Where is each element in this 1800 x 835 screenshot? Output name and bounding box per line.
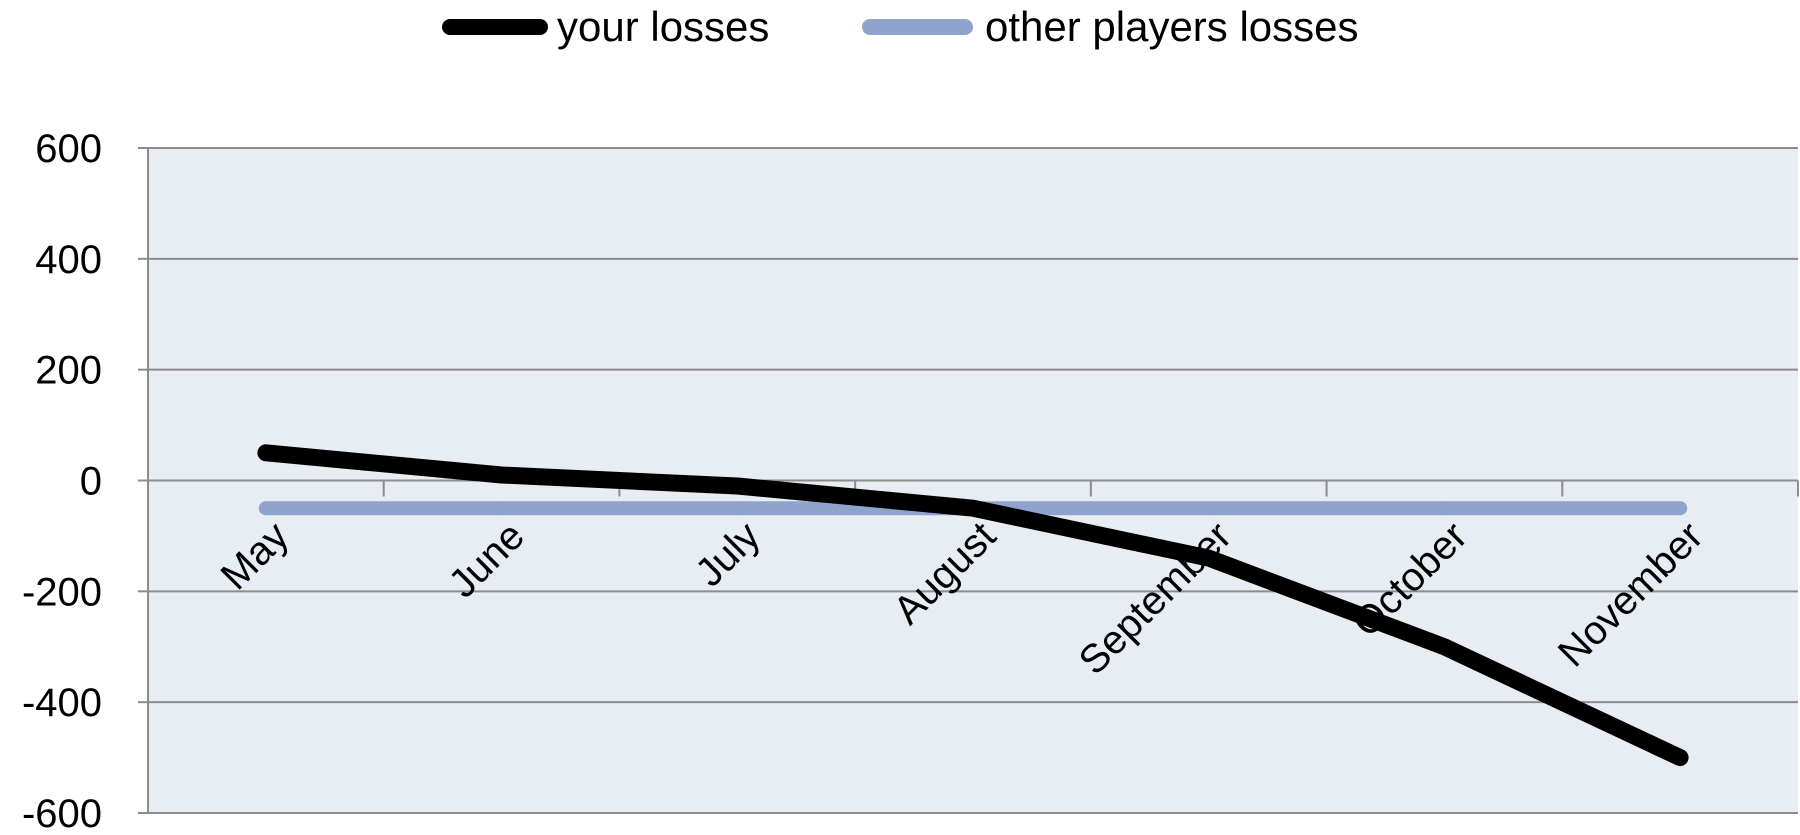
data-point-your-losses [493,466,510,483]
legend: your losses other players losses [442,3,1359,50]
data-point-your-losses [1436,638,1453,655]
y-tick-label: -400 [22,681,102,725]
data-point-other-players-losses [1437,501,1452,516]
y-tick-label: -600 [22,792,102,835]
series-lines [257,444,1689,767]
legend-label-your-losses: your losses [557,3,769,50]
data-point-other-players-losses [1201,501,1216,516]
y-tick-label: 0 [80,460,102,504]
data-point-other-players-losses [258,501,273,516]
data-point-other-players-losses [494,501,509,516]
legend-label-other-players-losses: other players losses [985,3,1359,50]
gridlines [148,147,1798,814]
data-point-your-losses [965,500,981,517]
data-point-your-losses [1200,550,1217,567]
y-tick-label: 200 [35,349,102,393]
y-tick-label: 400 [35,238,102,282]
y-axis: 600 400 200 0 -200 -400 -600 [22,127,149,835]
y-tick-label: 600 [35,127,102,171]
data-point-other-players-losses [730,501,745,516]
data-point-your-losses [1672,749,1689,766]
data-point-your-losses [729,478,746,495]
y-tick-label: -200 [22,570,102,614]
data-point-other-players-losses [1673,501,1688,516]
data-point-your-losses [257,444,274,461]
